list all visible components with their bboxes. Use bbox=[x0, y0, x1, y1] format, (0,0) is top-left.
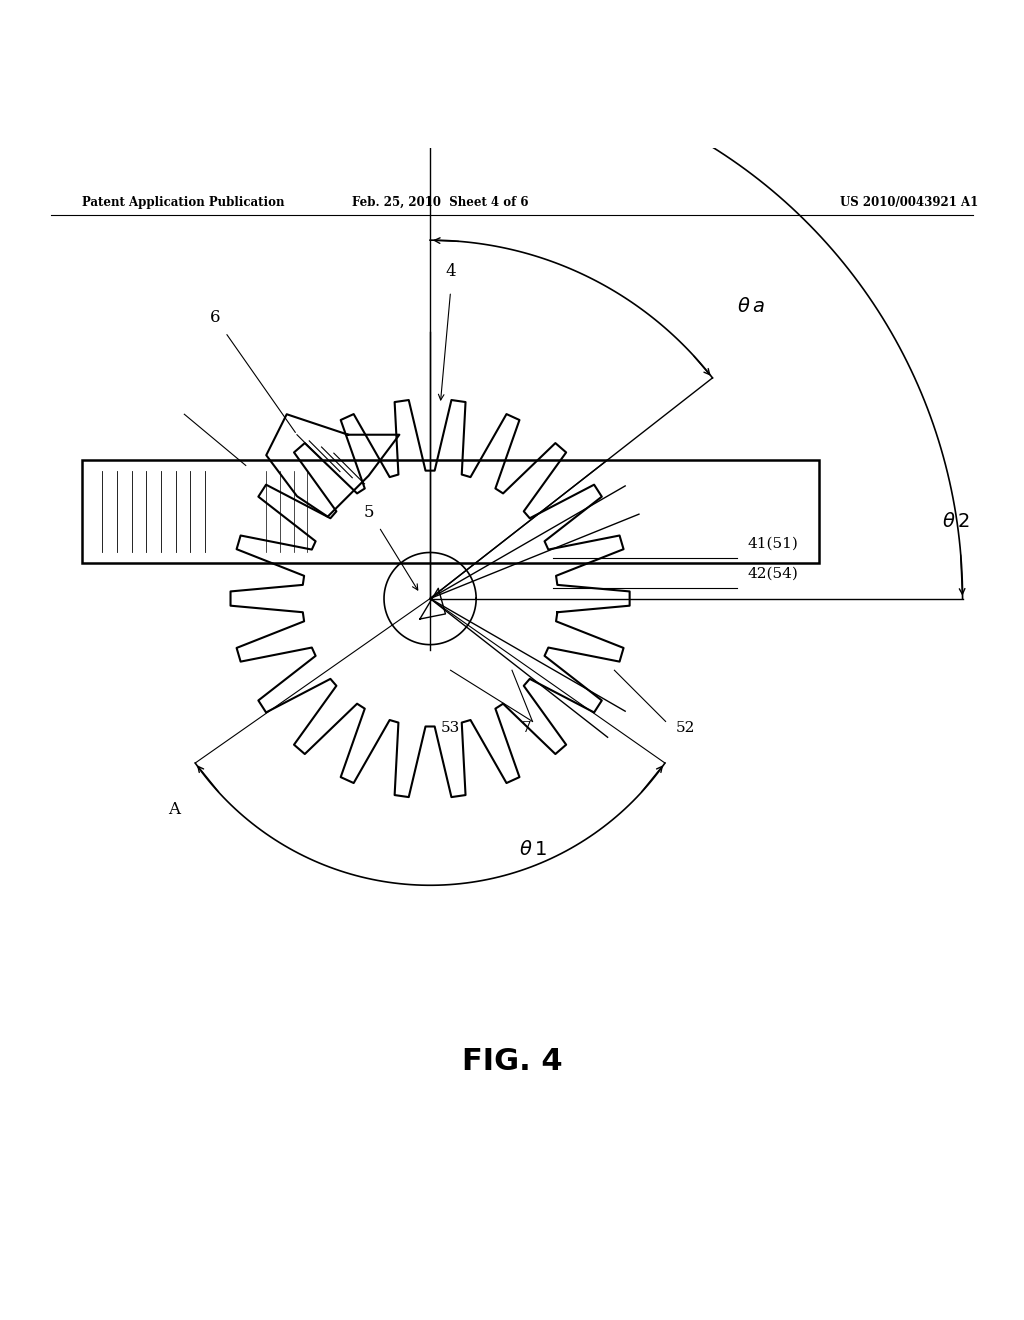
Text: A: A bbox=[168, 801, 180, 817]
Text: US 2010/0043921 A1: US 2010/0043921 A1 bbox=[840, 197, 978, 209]
Text: 52: 52 bbox=[676, 721, 695, 735]
Text: 5: 5 bbox=[364, 504, 374, 520]
Text: $\theta\,2$: $\theta\,2$ bbox=[942, 512, 970, 531]
Text: 4: 4 bbox=[445, 263, 456, 280]
Bar bbox=[82, 461, 819, 562]
Text: 41(51): 41(51) bbox=[748, 536, 799, 550]
Text: Patent Application Publication: Patent Application Publication bbox=[82, 197, 285, 209]
Text: 6: 6 bbox=[210, 309, 220, 326]
Text: Feb. 25, 2010  Sheet 4 of 6: Feb. 25, 2010 Sheet 4 of 6 bbox=[352, 197, 528, 209]
Text: 42(54): 42(54) bbox=[748, 568, 799, 581]
Text: $\theta\,1$: $\theta\,1$ bbox=[518, 840, 547, 858]
Text: 7: 7 bbox=[522, 721, 531, 735]
Text: FIG. 4: FIG. 4 bbox=[462, 1047, 562, 1076]
Text: $\theta\,a$: $\theta\,a$ bbox=[737, 297, 765, 315]
Text: 53: 53 bbox=[440, 721, 460, 735]
